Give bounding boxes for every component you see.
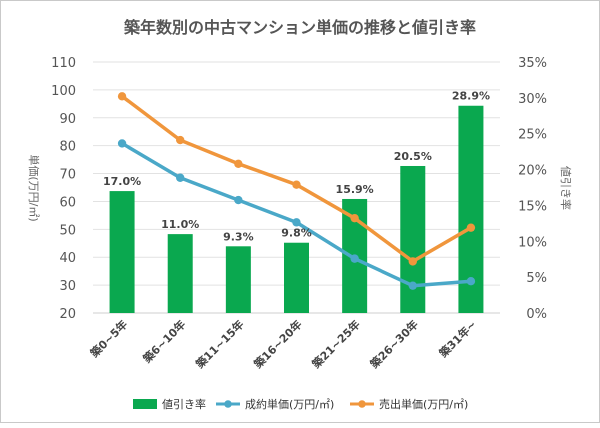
right-tick-label: 5% <box>526 271 547 286</box>
series-point <box>408 257 417 266</box>
bar-series <box>109 105 484 313</box>
left-tick-label: 90 <box>59 112 76 127</box>
legend-marker-listing <box>358 400 366 408</box>
series-point <box>466 277 476 286</box>
left-tick-label: 20 <box>59 307 76 322</box>
left-tick-label: 60 <box>59 195 76 210</box>
legend: 値引き率 成約単価(万円/㎡) 売出単価(万円/㎡) <box>133 397 468 411</box>
bar-data-label: 20.5% <box>394 150 432 163</box>
series-point <box>350 254 359 263</box>
right-tick-label: 25% <box>518 128 547 143</box>
chart-title: 築年数別の中古マンション単価の推移と値引き率 <box>123 18 476 37</box>
left-tick-label: 100 <box>51 84 76 99</box>
series-point <box>292 180 301 189</box>
series-point <box>176 135 185 145</box>
right-axis-label: 値引き率 <box>559 166 573 210</box>
series-point <box>292 218 301 227</box>
left-tick-label: 110 <box>51 56 76 71</box>
line-series: 17.0% 11.0% 9.3% 9.8% 15.9% 20.5% 28.9% <box>103 90 490 290</box>
left-tick-label: 40 <box>59 251 76 266</box>
bar-data-label: 17.0% <box>103 175 141 188</box>
left-tick-label: 70 <box>59 168 76 183</box>
right-tick-label: 0% <box>526 307 547 322</box>
right-tick-label: 10% <box>518 235 547 250</box>
series-point <box>117 139 127 148</box>
left-tick-label: 80 <box>59 140 76 155</box>
series-point <box>350 213 359 223</box>
series-point <box>408 281 417 290</box>
right-tick-label: 20% <box>518 164 547 179</box>
series-point <box>234 159 243 168</box>
left-tick-label: 30 <box>59 279 76 294</box>
right-tick-label: 15% <box>518 199 547 214</box>
legend-marker-contract <box>224 400 232 408</box>
legend-label-discount: 値引き率 <box>162 397 206 411</box>
bar-data-label: 11.0% <box>161 218 199 231</box>
right-axis-ticks: 35% 30% 25% 20% 15% 10% 5% 0% <box>518 56 547 322</box>
bar <box>284 242 309 313</box>
bar <box>225 246 251 313</box>
left-tick-label: 50 <box>59 223 76 238</box>
series-point <box>117 92 127 101</box>
bar-data-label: 15.9% <box>336 183 374 196</box>
right-tick-label: 35% <box>518 56 547 71</box>
legend-swatch-discount <box>133 399 157 409</box>
bar-data-label: 9.3% <box>223 230 254 243</box>
left-axis-label: 単価(万円/㎡) <box>27 154 41 221</box>
right-tick-label: 30% <box>518 92 547 107</box>
series-point <box>466 223 476 232</box>
bar <box>167 234 193 313</box>
left-axis-ticks: 110 100 90 80 70 60 50 40 30 20 <box>51 56 76 322</box>
bar-data-label: 28.9% <box>452 90 490 103</box>
bar <box>109 191 135 313</box>
legend-label-listing: 売出単価(万円/㎡) <box>379 397 468 411</box>
series-point <box>234 195 243 205</box>
bar <box>400 165 426 313</box>
bar-data-label: 9.8% <box>281 227 312 240</box>
series-point <box>176 173 185 182</box>
legend-label-contract: 成約単価(万円/㎡) <box>245 397 334 411</box>
